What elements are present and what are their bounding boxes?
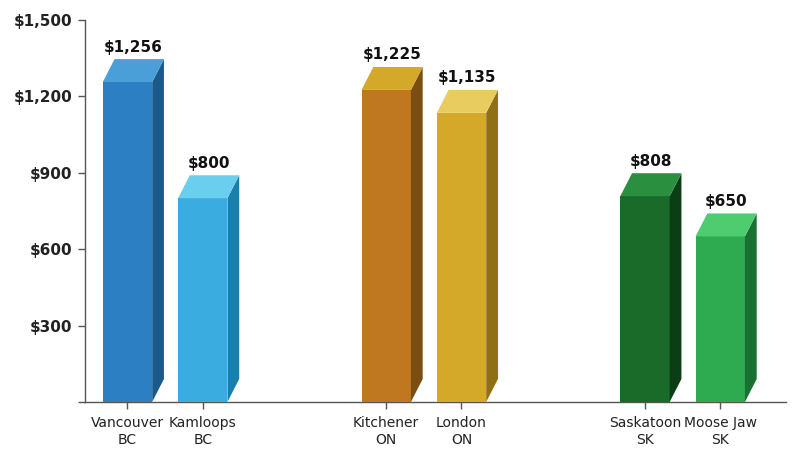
Polygon shape [745, 213, 757, 402]
Polygon shape [178, 175, 239, 198]
Text: $650: $650 [705, 194, 747, 209]
Polygon shape [620, 196, 670, 402]
Polygon shape [486, 90, 498, 402]
Polygon shape [152, 59, 164, 402]
Polygon shape [620, 173, 682, 196]
Text: $1,256: $1,256 [104, 40, 162, 54]
Text: $808: $808 [630, 154, 672, 169]
Text: $1,225: $1,225 [362, 47, 422, 62]
Text: $800: $800 [187, 156, 230, 171]
Polygon shape [695, 213, 757, 236]
Polygon shape [362, 90, 411, 402]
Polygon shape [670, 173, 682, 402]
Polygon shape [411, 67, 422, 402]
Polygon shape [227, 175, 239, 402]
Polygon shape [437, 90, 498, 113]
Text: $1,135: $1,135 [438, 71, 497, 85]
Polygon shape [695, 236, 745, 402]
Polygon shape [362, 67, 422, 90]
Polygon shape [102, 59, 164, 82]
Polygon shape [178, 198, 227, 402]
Polygon shape [437, 113, 486, 402]
Polygon shape [102, 82, 152, 402]
